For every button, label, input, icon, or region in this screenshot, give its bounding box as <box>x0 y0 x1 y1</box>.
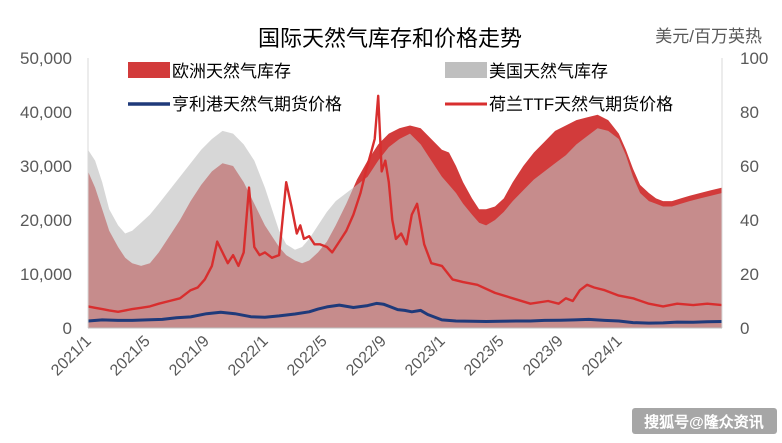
left-tick-label: 50,000 <box>20 49 72 68</box>
price-lines <box>87 94 723 325</box>
left-tick-label: 0 <box>63 319 72 338</box>
right-tick-label: 100 <box>740 49 768 68</box>
x-tick-label: 2021/5 <box>107 333 154 380</box>
inventory-areas <box>88 114 722 328</box>
left-axis-ticks: 0 10,000 20,000 30,000 40,000 50,000 <box>20 49 72 338</box>
legend-swatch-eu-inventory <box>128 62 170 78</box>
right-tick-label: 20 <box>740 265 759 284</box>
x-tick-label: 2023/5 <box>461 333 508 380</box>
left-tick-label: 10,000 <box>20 265 72 284</box>
watermark-background <box>632 408 777 434</box>
x-tick-label: 2022/1 <box>225 333 272 380</box>
chart-title: 国际天然气库存和价格走势 <box>258 26 522 51</box>
legend-label-ttf: 荷兰TTF天然气期货价格 <box>489 95 673 114</box>
legend: 欧洲天然气库存 美国天然气库存 亨利港天然气期货价格 荷兰TTF天然气期货价格 <box>128 62 673 114</box>
x-tick-label: 2023/1 <box>402 333 449 380</box>
left-tick-label: 20,000 <box>20 211 72 230</box>
legend-label-eu-inventory: 欧洲天然气库存 <box>172 62 291 81</box>
right-tick-label: 0 <box>740 319 749 338</box>
x-tick-label: 2024/1 <box>579 333 626 380</box>
watermark-text: 搜狐号@隆众资讯 <box>644 413 764 431</box>
area-us-inventory <box>88 128 722 328</box>
x-tick-label: 2022/5 <box>284 333 331 380</box>
right-tick-label: 80 <box>740 103 759 122</box>
x-tick-label: 2022/9 <box>343 333 390 380</box>
legend-swatch-us-inventory <box>445 62 487 78</box>
right-axis-unit: 美元/百万英热 <box>655 27 762 46</box>
line-ttf <box>87 94 723 313</box>
right-tick-label: 60 <box>740 157 759 176</box>
x-tick-label: 2021/1 <box>48 333 95 380</box>
right-axis-ticks: 0 20 40 60 80 100 <box>740 49 768 338</box>
x-tick-label: 2023/9 <box>520 333 567 380</box>
legend-label-henry-hub: 亨利港天然气期货价格 <box>172 95 342 114</box>
x-tick-label: 2021/9 <box>166 333 213 380</box>
x-axis-ticks: 2021/1 2021/5 2021/9 2022/1 2022/5 2022/9 2023… <box>48 333 625 380</box>
left-tick-label: 30,000 <box>20 157 72 176</box>
line-henry-hub <box>87 301 723 325</box>
right-tick-label: 40 <box>740 211 759 230</box>
left-tick-label: 40,000 <box>20 103 72 122</box>
legend-label-us-inventory: 美国天然气库存 <box>489 62 608 81</box>
